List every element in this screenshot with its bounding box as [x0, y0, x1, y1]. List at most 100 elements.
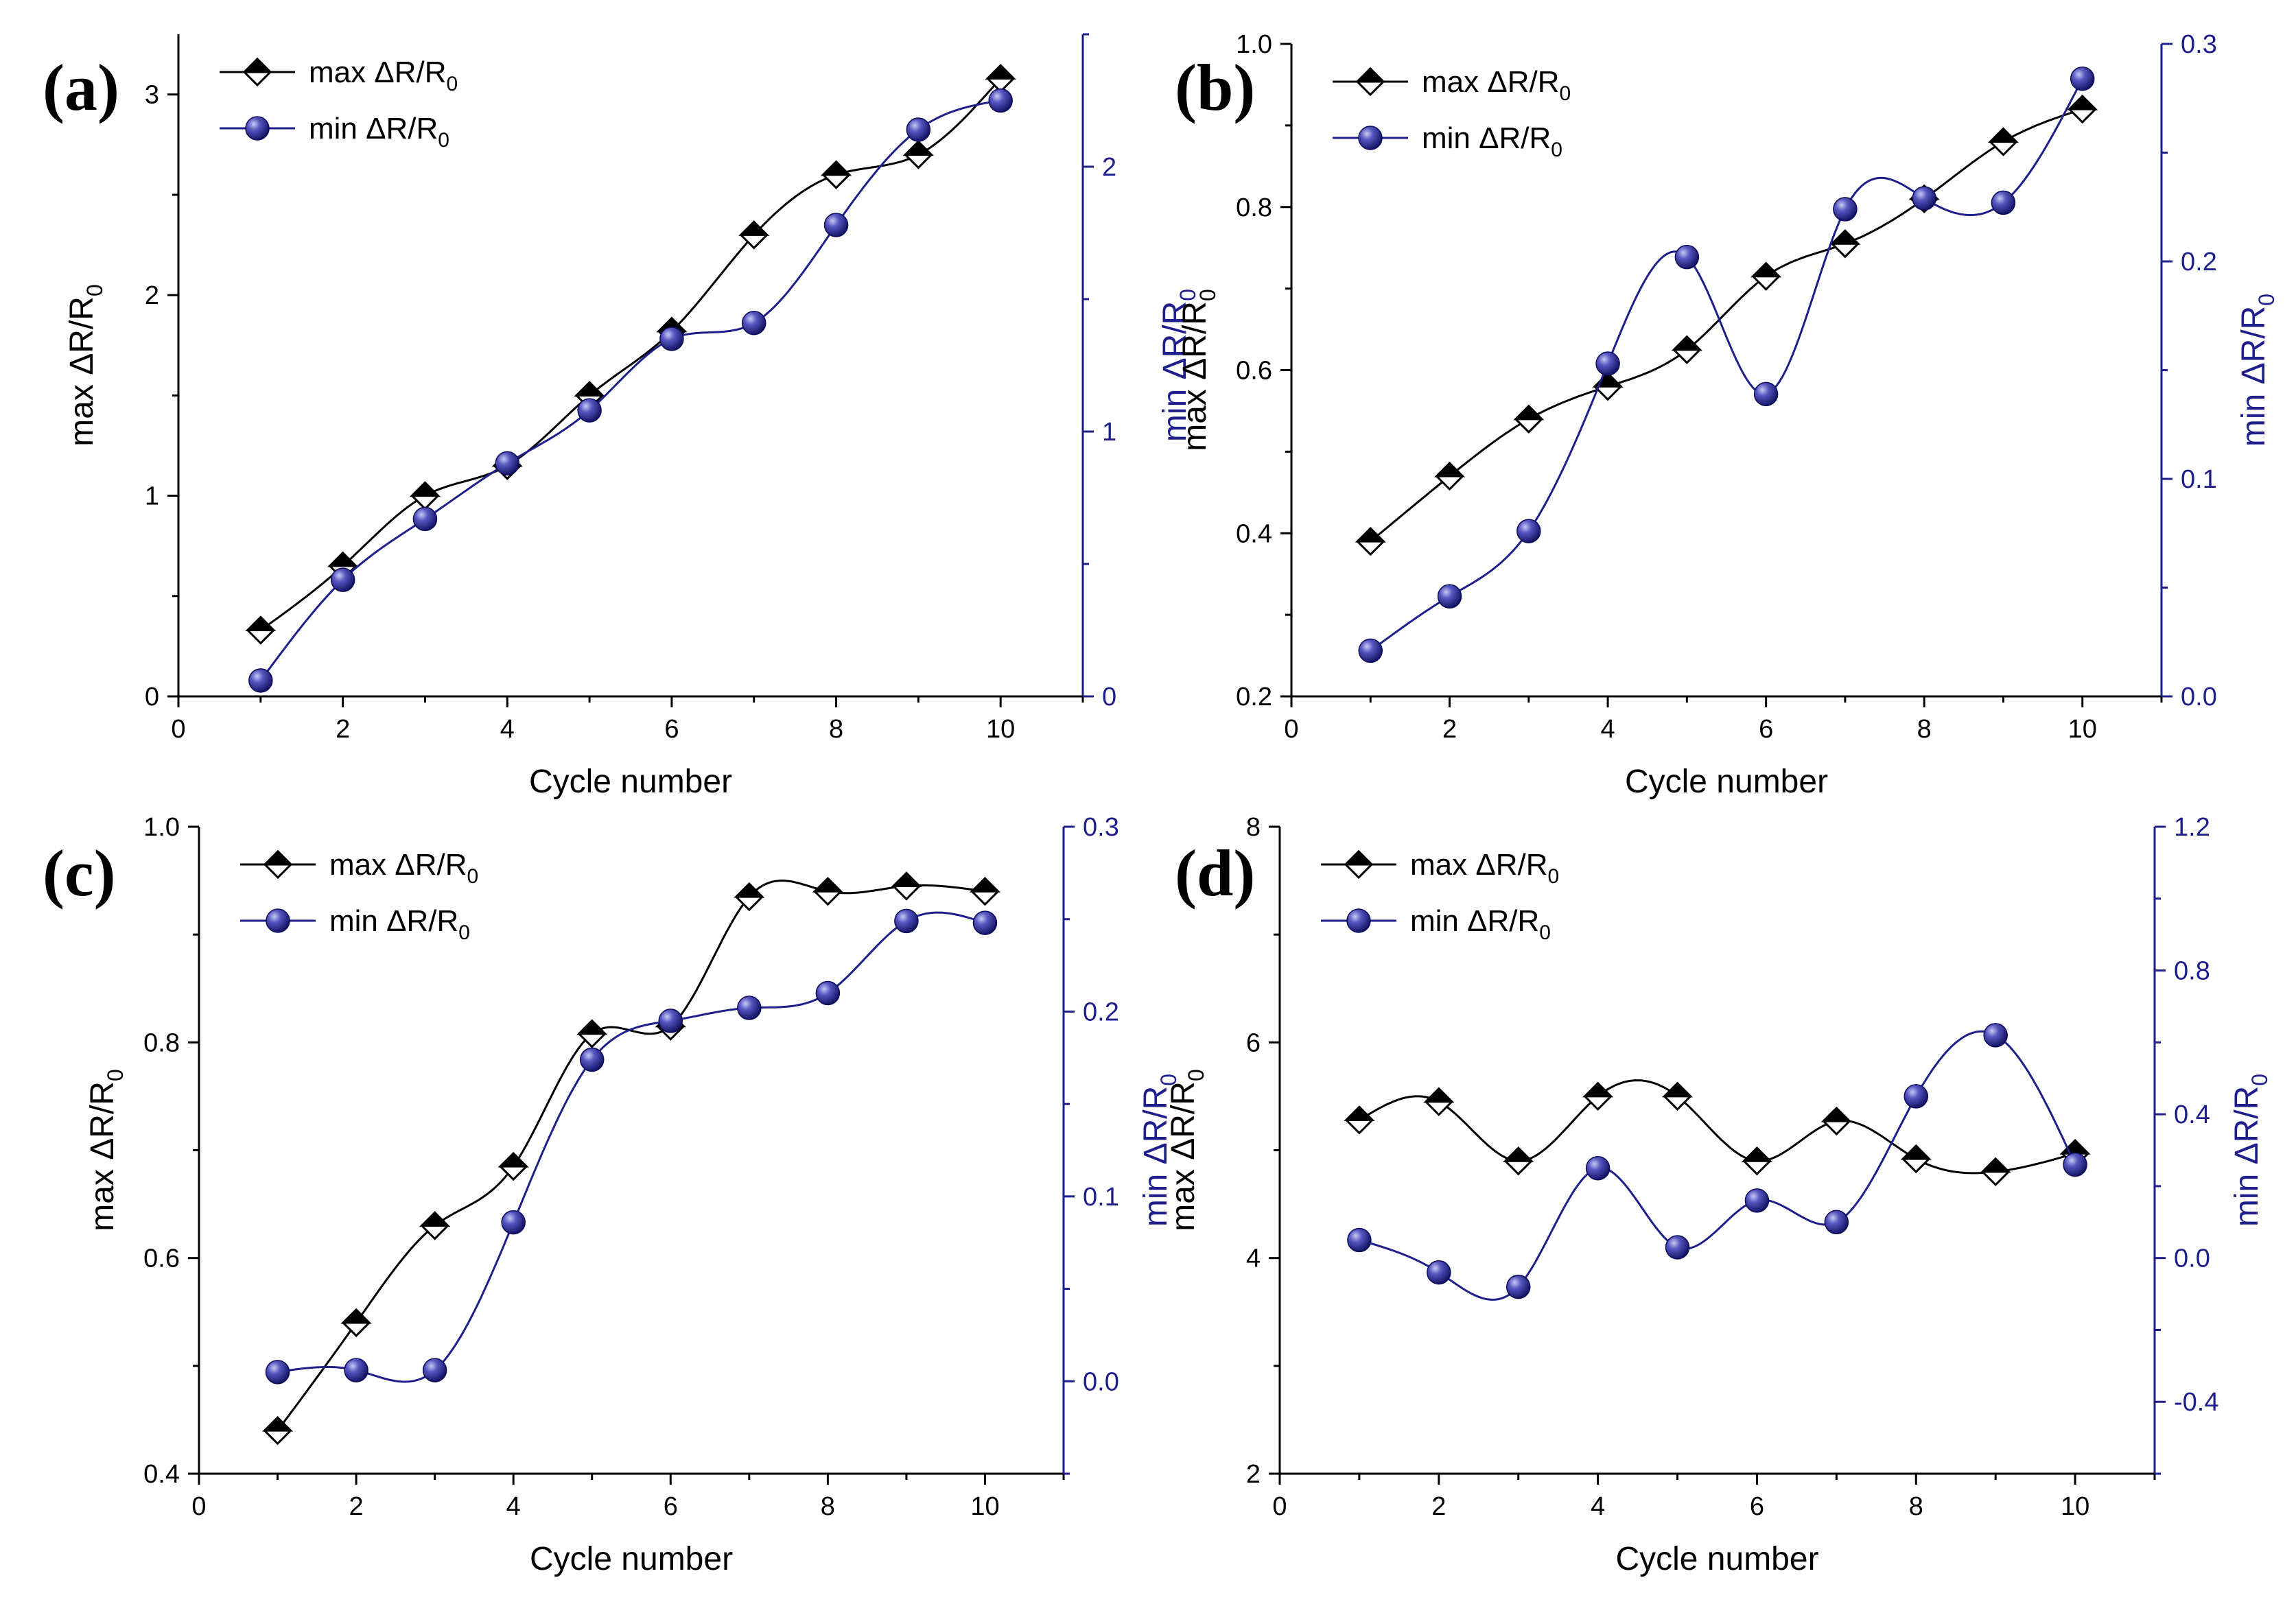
panel-d-min-point — [1666, 1236, 1689, 1259]
panel-c-x-axis-title: Cycle number — [530, 1541, 733, 1577]
panel-b-x-axis-title: Cycle number — [1625, 764, 1828, 800]
panel-d-min-point — [1745, 1189, 1768, 1212]
panel-b-y-left-tick-label: 0.8 — [1236, 193, 1272, 222]
panel-b-y-left-tick-label: 0.4 — [1236, 519, 1272, 548]
panel-a-max-point — [905, 141, 931, 167]
panel-c-y-left-title-subscript: 0 — [103, 1069, 128, 1081]
panel-d-y-right-title-main: min ΔR/R — [2229, 1086, 2265, 1227]
panel-c-min-point — [659, 1009, 682, 1033]
panel-c-max-point — [815, 878, 841, 904]
panel-c-max-point-top-half — [893, 873, 919, 886]
panel-d-y-left-tick-label: 4 — [1246, 1245, 1261, 1273]
panel-c-max-point-top-half — [343, 1310, 369, 1323]
panel-a-y-right-tick-label: 1 — [1102, 418, 1116, 447]
panel-a-min-point — [249, 669, 272, 692]
panel-c-x-tick-label: 6 — [664, 1492, 678, 1521]
panel-d-y-left-tick-label: 2 — [1246, 1460, 1261, 1489]
panel-b-legend-text-main: max ΔR/R — [1422, 65, 1560, 99]
panel-b-y-left-tick-label: 0.6 — [1236, 357, 1272, 386]
panel-d-min-point — [1825, 1210, 1848, 1234]
panel-b-min-point — [2071, 67, 2094, 91]
panel-a-max-point — [248, 617, 274, 644]
panel-a-x-tick-label: 2 — [336, 715, 350, 744]
panel-c-legend-diamond — [265, 851, 291, 877]
panel-b-min-point — [1359, 639, 1382, 662]
panel-d-y-left-title-main: max ΔR/R — [1165, 1081, 1202, 1232]
panel-b-legend-diamond — [1357, 69, 1383, 95]
panel-a-y-left-title: max ΔR/R0 — [64, 284, 107, 447]
panel-a-y-left-tick-label: 2 — [145, 281, 159, 310]
panel-d-min-point — [1904, 1085, 1928, 1108]
panel-c-min-point — [502, 1211, 525, 1234]
panel-d-legend-diamond — [1346, 851, 1372, 877]
panel-b-min-point — [1991, 191, 2015, 214]
panel-c-legend-text-sub: 0 — [458, 921, 470, 944]
panel-c-y-left-tick-label: 0.8 — [143, 1028, 180, 1057]
panel-b-min-point — [1912, 187, 1936, 210]
panel-a-legend-text-sub: 0 — [447, 73, 458, 95]
panel-c: (c) 0 2 4 6 8 10 Cycle number 0.4 0.6 0.8 1.0 max ΔR… — [43, 813, 1181, 1577]
panel-d-x-tick-label: 4 — [1591, 1492, 1605, 1521]
panel-b-y-right-tick-label: 0.0 — [2181, 683, 2217, 711]
panel-c-y-left-tick-label: 0.6 — [143, 1245, 180, 1273]
panel-a-label: (a) — [43, 51, 119, 124]
panel-c-max-point — [265, 1417, 291, 1444]
panel-d-legend-text-main: min ΔR/R — [1410, 904, 1539, 938]
panel-d-legend-text: min ΔR/R0 — [1410, 904, 1551, 944]
panel-a-min-point — [495, 451, 519, 475]
panel-c-min-curve — [278, 912, 985, 1382]
panel-a-max-point — [412, 483, 438, 509]
panel-c-max-curve — [278, 881, 985, 1431]
panel-c-y-left-title-main: max ΔR/R — [84, 1081, 121, 1232]
panel-a-x-tick-label: 6 — [664, 715, 679, 744]
panel-d-y-right-title: min ΔR/R0 — [2229, 1074, 2272, 1227]
panel-a-max-point — [823, 162, 850, 188]
panel-a-y-right-tick-label: 0 — [1102, 683, 1116, 711]
panel-b-legend-diamond-top-half — [1357, 69, 1383, 82]
panel-b-x-tick-label: 2 — [1442, 715, 1457, 744]
panel-d-x-tick-label: 8 — [1909, 1492, 1923, 1521]
panel-d-min-point — [1507, 1275, 1530, 1299]
panel-a-y-left-title-main: max ΔR/R — [64, 296, 100, 447]
panel-d-max-point-top-half — [1982, 1159, 2008, 1172]
panel-a-x-tick-label: 8 — [829, 715, 843, 744]
panel-d-max-point-top-half — [1426, 1089, 1452, 1102]
figure: (a)0 2 4 6 8 10Cycle number0123max ΔR/R0012mi… — [0, 0, 2296, 1602]
panel-d-y-right-tick-label: 0.0 — [2174, 1245, 2210, 1273]
panel-c-max-point — [972, 878, 998, 904]
panel-d-legend-ball — [1347, 909, 1370, 932]
panel-a-legend-max: max ΔR/R0 — [220, 56, 458, 95]
panel-b-x-tick-label: 10 — [2068, 715, 2097, 744]
panel-c-legend-text-main: min ΔR/R — [329, 904, 458, 938]
panel-d-min-curve — [1359, 1031, 2075, 1299]
panel-b-min-curve — [1370, 79, 2082, 651]
panel-b-max-point — [1437, 463, 1463, 489]
panel-b-legend-text-sub: 0 — [1560, 82, 1571, 105]
panel-a-min-point — [331, 568, 355, 591]
panel-d-y-left-tick-label: 6 — [1246, 1028, 1261, 1057]
panel-b-min-point — [1755, 382, 1778, 405]
panel-d-y-left-title-subscript: 0 — [1184, 1069, 1208, 1081]
panel-c-max-point-top-half — [815, 878, 841, 891]
panel-b-max-point — [1753, 263, 1779, 290]
panel-b-min-point — [1438, 585, 1462, 608]
panel-a-min-point — [578, 399, 601, 422]
panel-b-x-tick-label: 6 — [1759, 715, 1773, 744]
panel-a-y-right-tick-label: 2 — [1102, 153, 1116, 182]
panel-c-y-left-tick-label: 1.0 — [143, 813, 180, 842]
panel-c-y-right-tick-label: 0.2 — [1083, 998, 1119, 1026]
panel-c-legend-diamond-top-half — [265, 851, 291, 864]
panel-b-max-point — [1674, 337, 1700, 363]
panel-d-legend-max: max ΔR/R0 — [1321, 848, 1559, 888]
panel-c-x-tick-label: 0 — [191, 1492, 206, 1521]
panel-a-y-left-title-subscript: 0 — [82, 284, 107, 296]
panel-c-x-tick-label: 4 — [506, 1492, 521, 1521]
panel-b-max-point-top-half — [1990, 129, 2016, 142]
panel-c-legend-text-main: max ΔR/R — [329, 848, 467, 882]
panel-a-max-point-top-half — [330, 553, 356, 566]
panel-b-y-right-tick-label: 0.2 — [2181, 248, 2217, 276]
panel-d-y-right-title-subscript: 0 — [2247, 1074, 2272, 1086]
panel-d-max-point-top-half — [1823, 1108, 1849, 1121]
panel-d-legend-min: min ΔR/R0 — [1321, 904, 1551, 944]
